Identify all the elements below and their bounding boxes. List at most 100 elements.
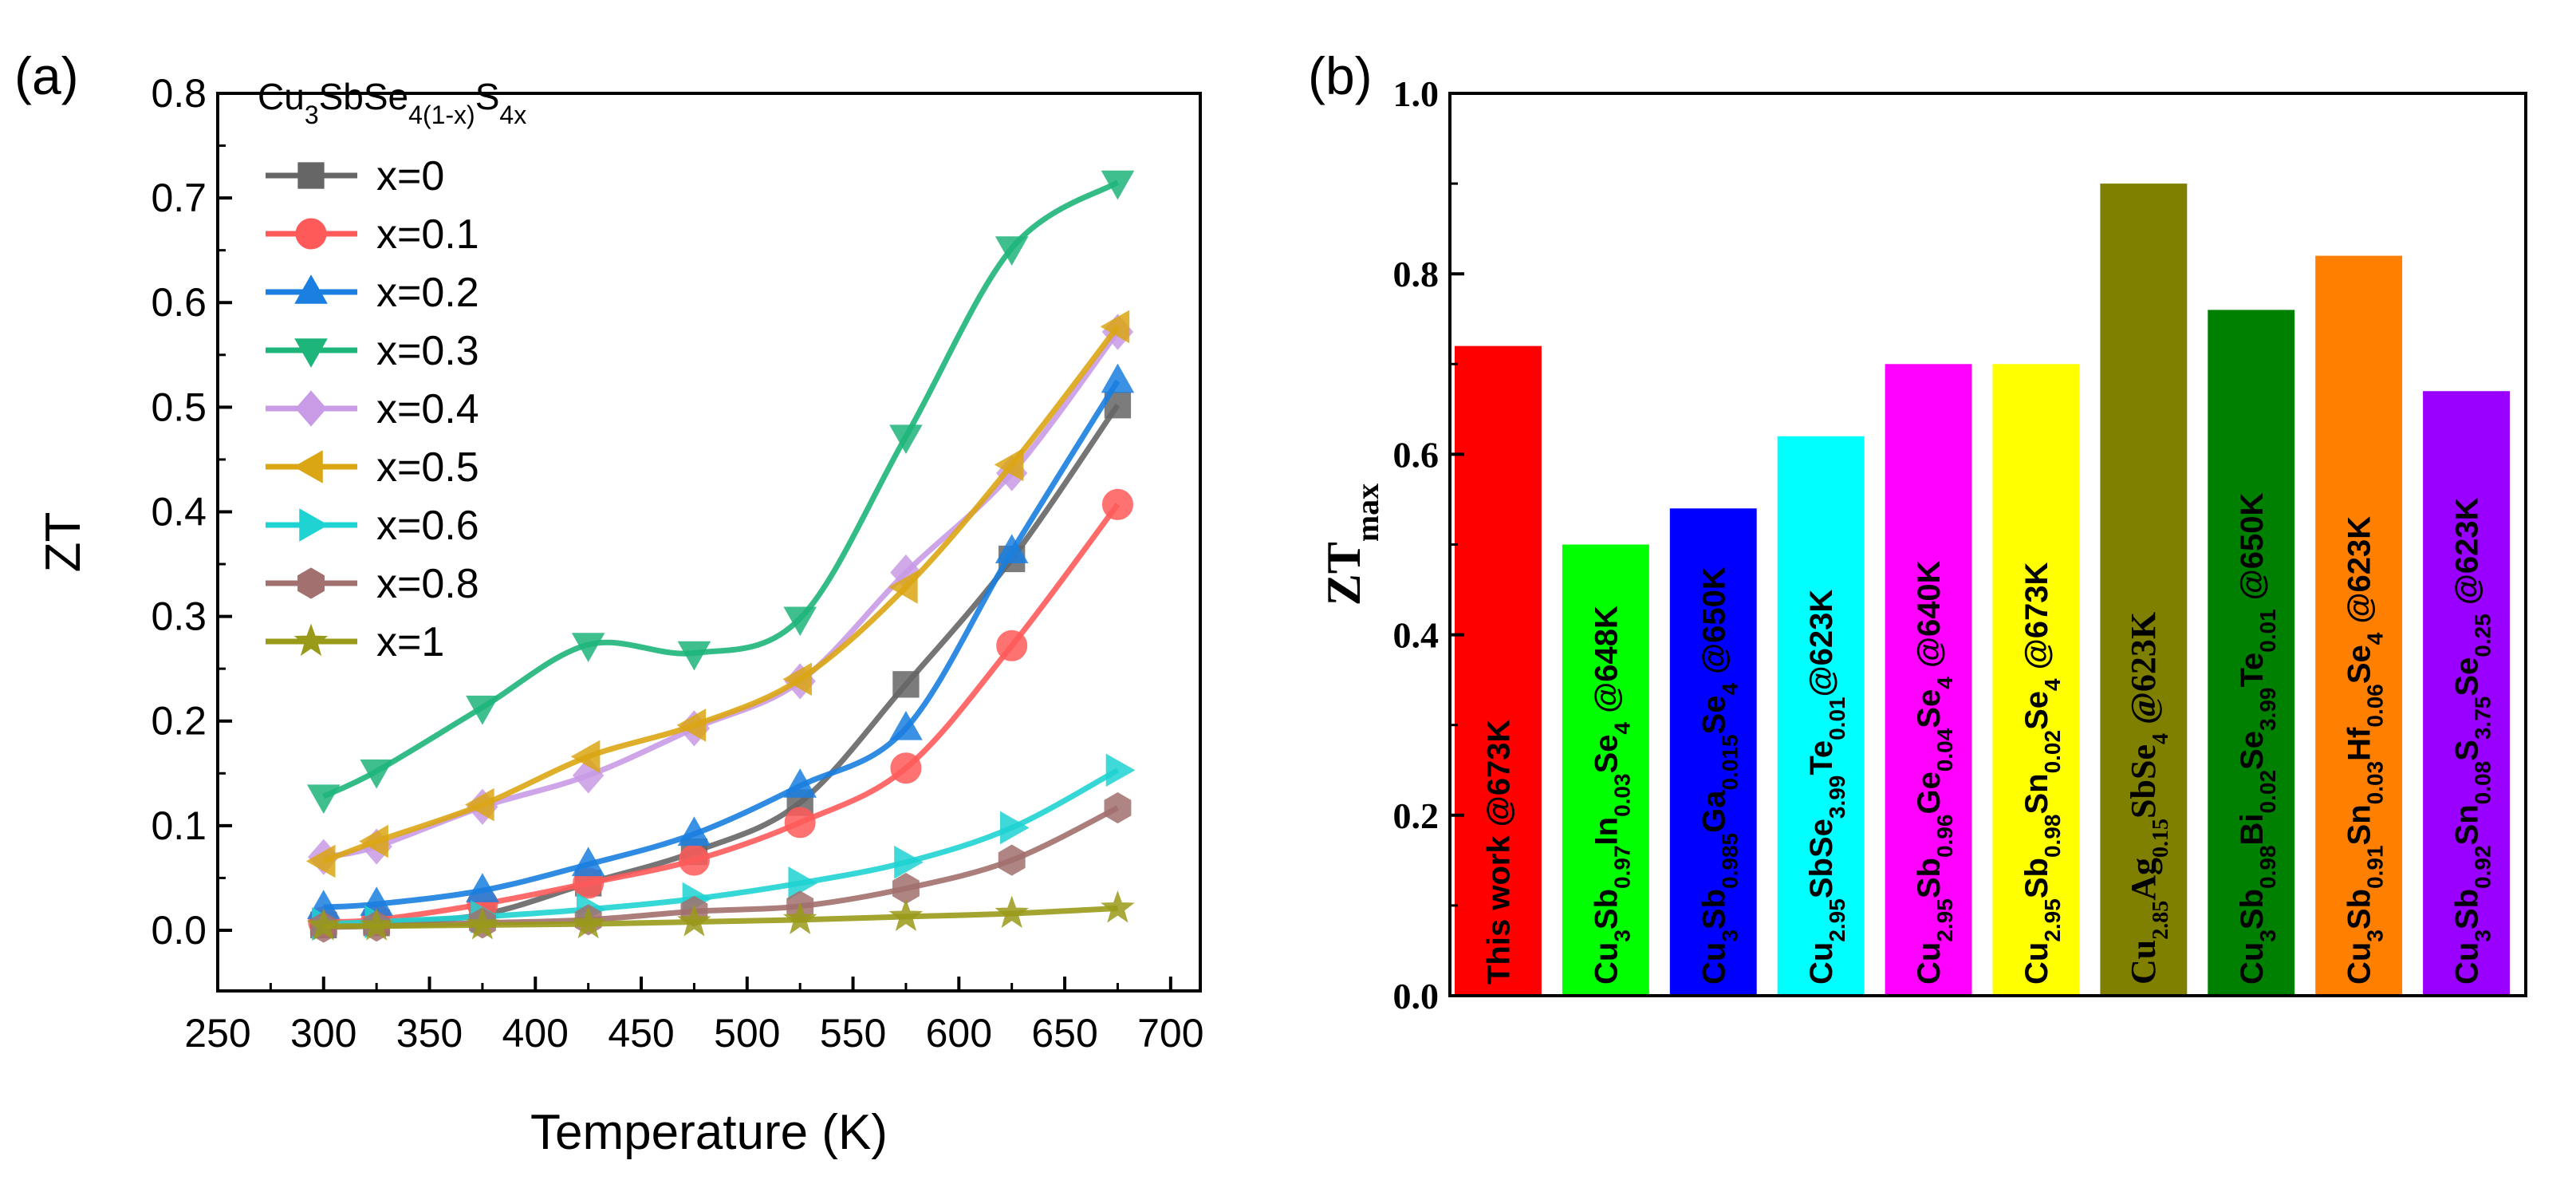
series-line (323, 768, 1120, 927)
y-tick-label: 0.1 (151, 803, 207, 848)
bar-label: Cu2.95Sb0.96Ge0.04Se4 @640K (1912, 560, 1957, 985)
bar-group: Cu2.95Sb0.96Ge0.04Se4 @640K (1885, 364, 1972, 996)
data-point (783, 606, 817, 637)
data-point (998, 844, 1026, 876)
data-point (570, 740, 601, 774)
x-tick-label: 450 (608, 1011, 674, 1056)
bar (2208, 310, 2295, 996)
data-point (784, 807, 816, 839)
bar (1562, 544, 1649, 996)
data-point (995, 534, 1029, 564)
data-point (1104, 791, 1132, 824)
data-point (888, 570, 918, 604)
data-point (782, 902, 817, 934)
y-tick-label: 0.3 (151, 594, 207, 639)
legend-item: x=0.4 (266, 386, 479, 432)
legend-label: x=0 (376, 153, 444, 199)
bar-label: Cu3Sb0.91Sn0.03Hf0.06Se4 @623K (2342, 516, 2388, 985)
y-tick-label: 0.8 (151, 71, 207, 116)
data-point (889, 710, 923, 740)
legend-marker (295, 390, 327, 427)
bar (1885, 364, 1972, 996)
plot-frame-a (216, 92, 1202, 993)
legend-item: x=0.1 (266, 211, 479, 258)
series-x-0-3 (306, 170, 1135, 815)
data-point (359, 824, 388, 858)
data-point (788, 866, 818, 900)
data-point (996, 629, 1028, 661)
bar-group: Cu2.95Sb0.98Sn0.02Se4 @673K (1992, 364, 2080, 996)
data-point (892, 671, 920, 698)
legend-label: x=0.3 (376, 328, 479, 374)
legend-label: x=0.5 (376, 444, 479, 491)
bar (1669, 508, 1757, 996)
y-tick-label: 0.8 (1393, 254, 1440, 294)
data-point (888, 898, 924, 932)
bar-group: This work @673K (1455, 345, 1542, 996)
data-point (1101, 890, 1135, 923)
data-point (1100, 310, 1130, 344)
panel-label-b: (b) (1308, 46, 1373, 105)
legend-title: Cu3SbSe4(1-x)S4x (258, 76, 526, 129)
y-tick-label: 0.2 (1393, 795, 1440, 836)
x-tick-label: 650 (1031, 1011, 1097, 1056)
data-point (360, 759, 393, 789)
y-tick-label: 0.6 (151, 280, 207, 325)
data-point (677, 641, 711, 671)
legend-item: x=0.2 (266, 270, 479, 316)
y-tick-label: 0.6 (1393, 434, 1440, 475)
x-tick-label: 400 (502, 1011, 569, 1056)
data-point (999, 811, 1030, 845)
bar (2100, 184, 2188, 997)
bar-label: Cu3Sb0.97In0.03Se4 @648K (1589, 606, 1634, 985)
data-point (1105, 753, 1136, 787)
data-point (359, 908, 394, 941)
data-point (677, 904, 711, 937)
bar-label: This work @673K (1481, 719, 1516, 985)
data-point (783, 768, 817, 798)
bar-label: Cu2.95Sb0.98Sn0.02Se4 @673K (2019, 562, 2065, 985)
x-tick-label: 300 (290, 1011, 356, 1056)
legend-marker (294, 274, 328, 304)
series-x-1 (306, 890, 1135, 941)
legend-item: x=0.5 (266, 444, 479, 491)
x-tick-label: 700 (1137, 1011, 1203, 1056)
bar (2423, 391, 2510, 997)
x-tick-label: 600 (926, 1011, 992, 1056)
y-axis-label: ZTmax (1318, 483, 1385, 606)
data-point (571, 847, 605, 877)
y-tick-label: 0.4 (151, 489, 207, 534)
y-tick-label: 0.0 (151, 908, 207, 953)
bar-group: Cu3Sb0.98Bi0.02Se3.99Te0.01 @650K (2208, 310, 2295, 996)
data-point (1101, 170, 1135, 200)
x-tick-label: 350 (396, 1011, 463, 1056)
bar-group: Cu3Sb0.97In0.03Se4 @648K (1562, 544, 1649, 996)
bar-group: Cu3Sb0.91Sn0.03Hf0.06Se4 @623K (2315, 255, 2403, 997)
legend-item: x=0.8 (266, 561, 479, 607)
bar (1992, 364, 2080, 996)
bar-label: Cu2.95SbSe3.99Te0.01@623K (1804, 590, 1849, 985)
data-point (1101, 488, 1133, 520)
bar-label: Cu3Sb0.985Ga0.015Se4 @650K (1696, 566, 1742, 985)
bar (2315, 255, 2403, 997)
legend-marker (295, 218, 327, 250)
bar-group: Cu3Sb0.92Sn0.08S3.75Se0.25 @623K (2423, 391, 2510, 997)
data-point (995, 236, 1029, 266)
legend-label: x=1 (376, 619, 444, 665)
y-tick-label: 0.2 (151, 699, 207, 744)
data-point (889, 424, 923, 454)
legend-item: x=0.6 (266, 503, 479, 549)
series-line (322, 180, 1120, 799)
data-point (678, 844, 710, 876)
legend-marker (297, 162, 325, 189)
bar-group: Cu2.95SbSe3.99Te0.01@623K (1777, 436, 1865, 996)
y-tick-label: 0.5 (151, 385, 207, 429)
y-tick-label: 0.7 (151, 176, 207, 220)
x-tick-label: 550 (820, 1011, 886, 1056)
legend-item: x=0.3 (266, 328, 479, 374)
bar-label: Cu2.85Ag0.15SbSe4 @623K (2124, 612, 2173, 985)
data-point (571, 906, 605, 939)
y-tick-label: 1.0 (1393, 73, 1440, 114)
